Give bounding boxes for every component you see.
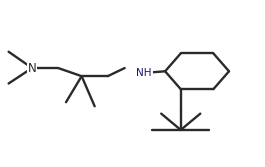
Text: N: N [28, 61, 37, 74]
Text: NH: NH [136, 68, 152, 78]
